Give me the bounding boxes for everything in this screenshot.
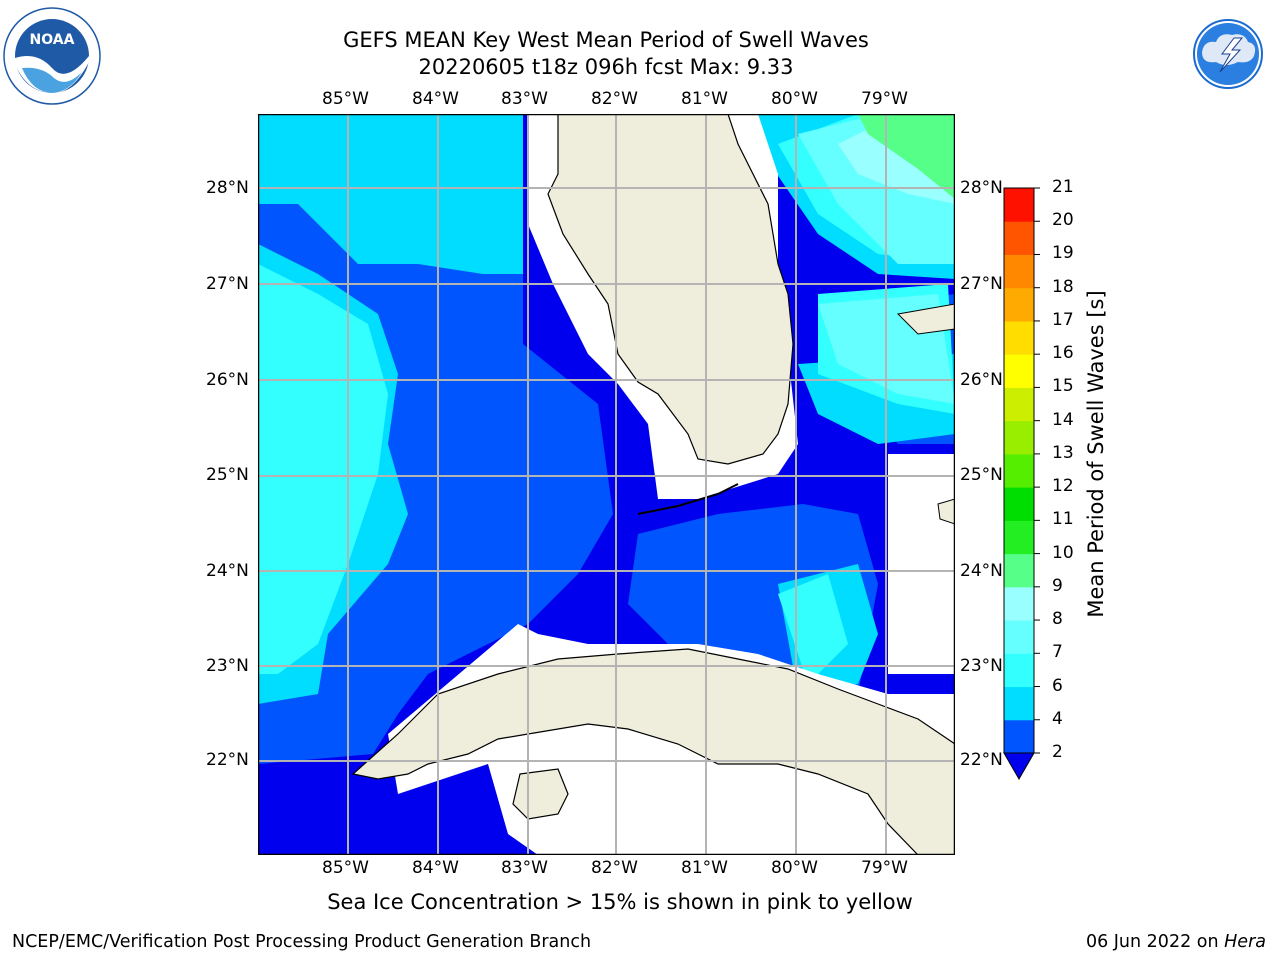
- colorbar-under-arrow: [1003, 752, 1035, 781]
- colorbar-swatch: [1004, 686, 1034, 721]
- chart-subtitle: 20220605 t18z 096h fcst Max: 9.33: [418, 55, 794, 79]
- lon-label-top: 81°W: [681, 89, 728, 109]
- colorbar-tick-label: 2: [1052, 742, 1063, 762]
- chart-title: GEFS MEAN Key West Mean Period of Swell …: [343, 28, 869, 52]
- colorbar: [996, 180, 1046, 790]
- colorbar-title-anchor: Mean Period of Swell Waves [s]: [1084, 290, 1108, 617]
- colorbar-tick-label: 20: [1052, 210, 1074, 231]
- lat-label-left: 26°N: [206, 370, 249, 390]
- colorbar-swatch: [1004, 354, 1034, 388]
- colorbar-tick-label: 14: [1052, 409, 1074, 430]
- colorbar-swatch: [1004, 254, 1034, 289]
- colorbar-tick-label: 11: [1052, 509, 1074, 530]
- colorbar-tick-label: 21: [1052, 177, 1074, 197]
- lon-label-top: 84°W: [412, 89, 459, 109]
- colorbar-tick-label: 15: [1052, 376, 1074, 397]
- lat-label-left: 23°N: [206, 656, 249, 676]
- colorbar-tick-label: 17: [1052, 309, 1074, 330]
- lon-label-top: 79°W: [861, 89, 908, 109]
- lat-label-right: 25°N: [960, 465, 1003, 485]
- lat-label-right: 27°N: [960, 274, 1003, 294]
- noaa-logo: NOAA: [2, 6, 102, 106]
- lat-label-left: 28°N: [206, 178, 249, 198]
- lon-label-bottom: 82°W: [591, 858, 638, 878]
- colorbar-tick-label: 7: [1052, 642, 1063, 663]
- lat-label-right: 28°N: [960, 178, 1003, 198]
- colorbar-swatch: [1004, 320, 1034, 355]
- footer-date-text: 06 Jun 2022 on: [1085, 932, 1225, 952]
- lon-label-top: 83°W: [501, 89, 548, 109]
- footer-date: 06 Jun 2022 on Hera: [1086, 932, 1266, 952]
- colorbar-tick-label: 6: [1052, 675, 1063, 696]
- lon-label-bottom: 84°W: [412, 858, 459, 878]
- colorbar-tick-label: 18: [1052, 276, 1074, 297]
- lat-label-left: 22°N: [206, 750, 249, 770]
- colorbar-tick-label: 9: [1052, 575, 1063, 596]
- lon-label-bottom: 81°W: [681, 858, 728, 878]
- colorbar-swatch: [1004, 586, 1034, 621]
- colorbar-labels: 2 4 6 7 8 9 10 11 12 13 14 15 16 17 18 19 20 21: [1052, 177, 1092, 780]
- colorbar-swatch: [1004, 620, 1034, 654]
- lon-label-bottom: 80°W: [771, 858, 818, 878]
- lat-label-right: 26°N: [960, 370, 1003, 390]
- colorbar-swatch: [1004, 520, 1034, 555]
- colorbar-swatch: [1004, 487, 1034, 521]
- colorbar-title: Mean Period of Swell Waves [s]: [1084, 290, 1108, 618]
- lat-label-right: 24°N: [960, 561, 1003, 581]
- lon-label-top: 82°W: [591, 89, 638, 109]
- lon-label-bottom: 79°W: [861, 858, 908, 878]
- colorbar-tick-label: 16: [1052, 343, 1074, 364]
- swell-period-map: [257, 113, 956, 856]
- lon-label-bottom: 85°W: [322, 858, 369, 878]
- colorbar-swatch: [1004, 453, 1034, 488]
- colorbar-swatch: [1004, 188, 1034, 222]
- footer-credit: NCEP/EMC/Verification Post Processing Pr…: [12, 932, 592, 952]
- colorbar-swatch: [1004, 719, 1034, 754]
- lon-label-top: 85°W: [322, 89, 369, 109]
- lon-label-bottom: 83°W: [501, 858, 548, 878]
- noaa-logo-text: NOAA: [30, 32, 75, 48]
- map-area: [257, 113, 956, 856]
- lat-label-left: 25°N: [206, 465, 249, 485]
- colorbar-tick-label: 10: [1052, 542, 1074, 563]
- lat-label-right: 23°N: [960, 656, 1003, 676]
- nws-logo: [1178, 4, 1278, 104]
- lat-label-right: 22°N: [960, 750, 1003, 770]
- colorbar-swatches: [1003, 187, 1040, 781]
- colorbar-swatch: [1004, 420, 1034, 455]
- colorbar-tick-label: 12: [1052, 476, 1074, 497]
- lon-label-top: 80°W: [771, 89, 818, 109]
- colorbar-tick-label: 4: [1052, 708, 1063, 729]
- colorbar-swatch: [1004, 653, 1034, 688]
- colorbar-frame: [1003, 187, 1035, 754]
- sea-ice-note: Sea Ice Concentration > 15% is shown in …: [327, 890, 913, 914]
- footer-machine: Hera: [1224, 932, 1266, 952]
- colorbar-tick-label: 8: [1052, 609, 1063, 630]
- colorbar-tick-label: 13: [1052, 442, 1074, 463]
- colorbar-tick-label: 19: [1052, 243, 1074, 264]
- lat-label-left: 24°N: [206, 561, 249, 581]
- colorbar-swatch: [1004, 287, 1034, 322]
- colorbar-swatch: [1004, 221, 1034, 255]
- colorbar-swatch: [1004, 553, 1034, 588]
- lat-label-left: 27°N: [206, 274, 249, 294]
- colorbar-swatch: [1004, 387, 1034, 422]
